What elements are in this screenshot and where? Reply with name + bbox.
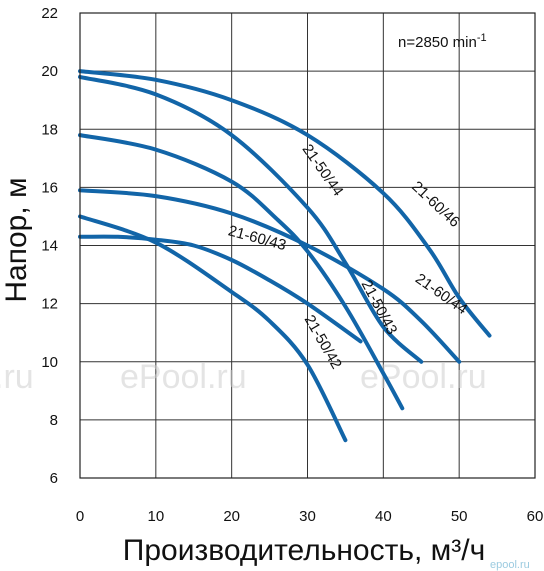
corner-watermark: epool.ru <box>490 559 530 571</box>
x-tick-label: 10 <box>147 508 164 525</box>
grid <box>79 12 536 479</box>
x-axis-label: Производительность, м³/ч <box>123 534 485 567</box>
y-tick-label: 18 <box>41 121 58 138</box>
y-tick-label: 16 <box>41 179 58 196</box>
x-tick-label: 40 <box>375 508 392 525</box>
curve-label-21-50-44: 21-50/44 <box>299 141 347 199</box>
watermark-1: ePool.ru <box>120 358 247 396</box>
curve-21-50-44 <box>78 74 424 364</box>
y-tick-label: 8 <box>50 412 58 429</box>
speed-annotation-sup: -1 <box>477 32 487 44</box>
x-axis-ticks: 0 10 20 30 40 50 60 <box>76 508 544 525</box>
y-tick-label: 6 <box>50 470 58 487</box>
curve-21-60-43 <box>78 234 363 344</box>
speed-annotation-text: n=2850 min <box>398 34 477 51</box>
curve-21-50-42 <box>78 214 348 443</box>
curve-21-60-46 <box>78 69 492 338</box>
y-tick-label: 20 <box>41 63 58 80</box>
curve-21-50-43 <box>78 133 405 411</box>
y-tick-label: 14 <box>41 238 58 255</box>
y-tick-label: 10 <box>41 354 58 371</box>
y-tick-label: 22 <box>41 5 58 22</box>
watermark-2: ePool.ru <box>360 358 487 396</box>
plot-frame <box>79 12 536 479</box>
x-tick-label: 60 <box>527 508 544 525</box>
x-tick-label: 0 <box>76 508 84 525</box>
y-tick-label: 12 <box>41 296 58 313</box>
y-axis-ticks: 6 8 10 12 14 16 18 20 22 <box>41 5 58 487</box>
curves <box>78 69 492 443</box>
x-tick-label: 50 <box>451 508 468 525</box>
curve-label-21-60-44: 21-60/44 <box>412 270 470 318</box>
y-axis-label: Напор, м <box>0 177 33 302</box>
x-tick-label: 30 <box>299 508 316 525</box>
speed-annotation: n=2850 min-1 <box>398 32 487 51</box>
curve-label-21-60-46: 21-60/46 <box>408 178 463 231</box>
curve-21-60-44 <box>78 188 462 364</box>
watermark-3: .ru <box>0 358 34 396</box>
x-tick-label: 20 <box>223 508 240 525</box>
curve-label-21-60-43: 21-60/43 <box>226 222 288 254</box>
watermark-layer: ePool.ru ePool.ru .ru <box>0 358 487 396</box>
